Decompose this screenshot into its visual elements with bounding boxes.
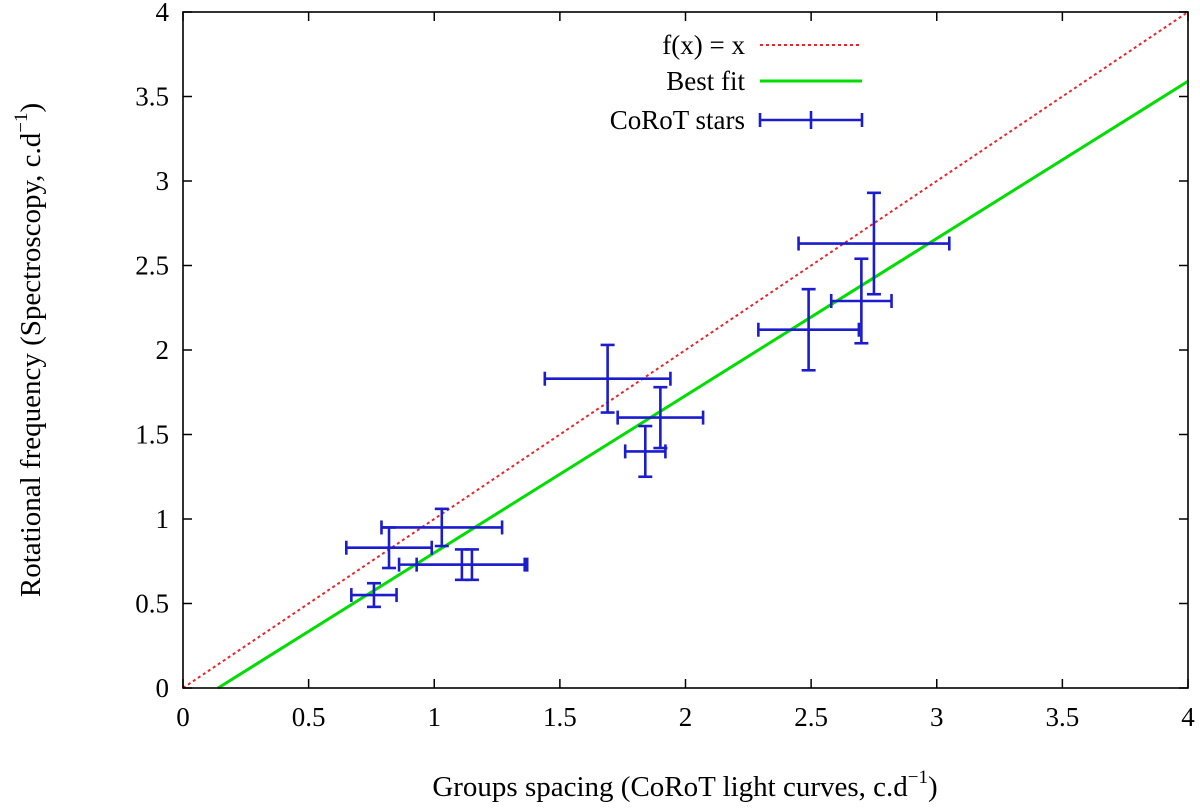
x-tick-label: 2	[679, 702, 693, 732]
y-tick-label: 0	[156, 673, 170, 703]
y-tick-label: 2	[156, 335, 170, 365]
legend-label-corot-stars: CoRoT stars	[610, 105, 745, 135]
y-tick-label: 4	[156, 0, 170, 27]
data-point	[797, 191, 951, 296]
data-point	[415, 548, 529, 582]
x-tick-label: 4	[1181, 702, 1195, 732]
x-tick-label: 1.5	[543, 702, 577, 732]
x-tick-label: 3	[930, 702, 944, 732]
legend-label-identity: f(x) = x	[662, 30, 745, 60]
data-point	[757, 287, 861, 372]
data-point	[829, 257, 893, 345]
y-axis-label: Rotational frequency (Spectroscopy, c.d−…	[11, 103, 47, 597]
x-tick-label: 2.5	[794, 702, 828, 732]
data-point	[380, 507, 504, 548]
legend: f(x) = x Best fit CoRoT stars	[610, 30, 864, 135]
data-point	[623, 424, 667, 479]
data-point	[350, 581, 398, 609]
y-tick-label: 1	[156, 504, 170, 534]
y-tick-label: 2.5	[135, 251, 169, 281]
legend-label-best-fit: Best fit	[666, 66, 745, 96]
identity-line	[182, 11, 1189, 689]
y-tick-label: 3.5	[135, 82, 169, 112]
y-tick-label: 3	[156, 166, 170, 196]
data-point	[616, 385, 705, 450]
x-tick-label: 0	[176, 702, 190, 732]
x-tick-label: 1	[428, 702, 442, 732]
y-tick-label: 0.5	[135, 589, 169, 619]
x-axis-label: Groups spacing (CoRoT light curves, c.d−…	[432, 767, 937, 803]
x-tick-label: 3.5	[1046, 702, 1080, 732]
x-tick-label: 0.5	[292, 702, 326, 732]
y-tick-label: 1.5	[135, 420, 169, 450]
axis-ticks: 0 0.5 1 1.5 2 2.5 3 3.5 4 0 0.5 1 1.5 2 2.5 3 3.5 4	[135, 0, 1195, 732]
legend-swatch-corot-stars	[758, 111, 864, 129]
data-point	[543, 343, 672, 414]
best-fit-line	[217, 80, 1189, 690]
